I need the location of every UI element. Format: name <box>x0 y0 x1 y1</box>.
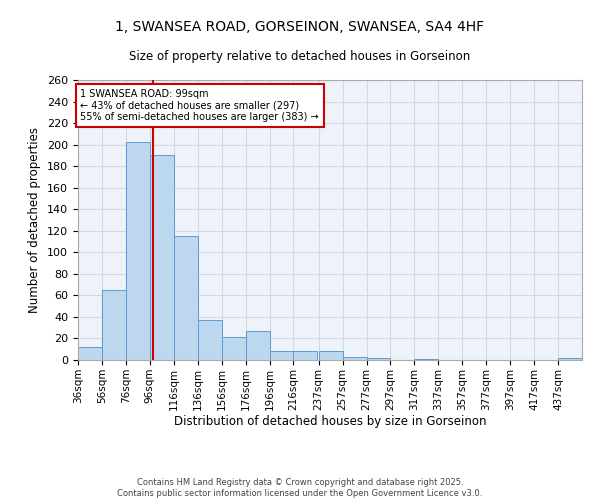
Text: Size of property relative to detached houses in Gorseinon: Size of property relative to detached ho… <box>130 50 470 63</box>
Bar <box>367 358 391 360</box>
Bar <box>221 338 245 360</box>
Bar <box>102 290 126 360</box>
Text: Contains HM Land Registry data © Crown copyright and database right 2025.
Contai: Contains HM Land Registry data © Crown c… <box>118 478 482 498</box>
Bar <box>78 347 102 360</box>
Bar <box>126 142 150 360</box>
Bar <box>343 357 367 360</box>
Text: 1 SWANSEA ROAD: 99sqm
← 43% of detached houses are smaller (297)
55% of semi-det: 1 SWANSEA ROAD: 99sqm ← 43% of detached … <box>80 88 319 122</box>
Bar <box>269 352 293 360</box>
X-axis label: Distribution of detached houses by size in Gorseinon: Distribution of detached houses by size … <box>174 416 486 428</box>
Bar <box>558 358 582 360</box>
Bar <box>174 236 198 360</box>
Bar <box>415 359 439 360</box>
Bar <box>150 156 174 360</box>
Y-axis label: Number of detached properties: Number of detached properties <box>28 127 41 313</box>
Bar <box>245 331 269 360</box>
Bar <box>198 320 221 360</box>
Bar <box>319 352 343 360</box>
Bar <box>293 352 317 360</box>
Text: 1, SWANSEA ROAD, GORSEINON, SWANSEA, SA4 4HF: 1, SWANSEA ROAD, GORSEINON, SWANSEA, SA4… <box>115 20 485 34</box>
